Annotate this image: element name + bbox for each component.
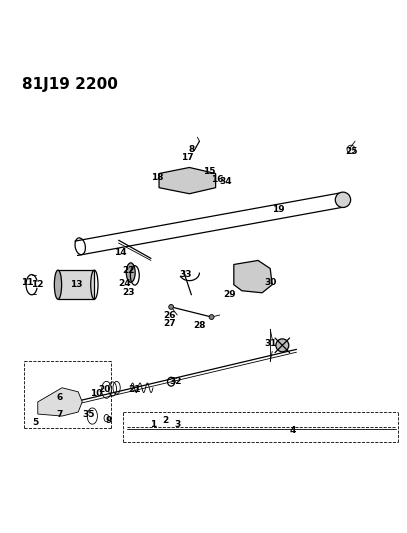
Text: 81J19 2200: 81J19 2200: [22, 77, 118, 92]
Polygon shape: [234, 261, 272, 293]
Text: 19: 19: [272, 205, 284, 214]
Text: 2: 2: [162, 416, 168, 425]
Text: 6: 6: [57, 393, 63, 402]
Text: 13: 13: [70, 280, 83, 289]
Text: 26: 26: [163, 311, 175, 319]
Text: 12: 12: [31, 280, 44, 289]
Text: 9: 9: [105, 416, 112, 425]
Text: 33: 33: [179, 270, 192, 279]
Text: 7: 7: [57, 409, 63, 418]
Polygon shape: [159, 167, 216, 193]
Text: 21: 21: [129, 385, 141, 394]
Text: 35: 35: [82, 409, 94, 418]
Text: 31: 31: [264, 339, 276, 348]
Text: 4: 4: [289, 426, 295, 435]
Text: 22: 22: [123, 266, 135, 275]
Ellipse shape: [276, 339, 289, 352]
Ellipse shape: [126, 263, 135, 282]
Text: 32: 32: [169, 377, 182, 386]
Text: 18: 18: [151, 173, 163, 182]
Text: 11: 11: [22, 278, 34, 287]
Text: 24: 24: [118, 279, 131, 288]
Ellipse shape: [169, 304, 174, 309]
Text: 34: 34: [219, 177, 232, 186]
Text: 8: 8: [188, 145, 195, 154]
Bar: [58, 270, 94, 299]
Polygon shape: [38, 388, 82, 416]
Text: 20: 20: [98, 385, 111, 394]
Ellipse shape: [55, 270, 61, 299]
Text: 29: 29: [223, 290, 236, 300]
Text: 28: 28: [193, 321, 206, 329]
Text: 27: 27: [163, 319, 175, 328]
Text: 14: 14: [114, 248, 127, 257]
Text: 17: 17: [181, 153, 194, 162]
Text: 5: 5: [33, 418, 39, 426]
Text: 10: 10: [90, 389, 103, 398]
Ellipse shape: [335, 192, 351, 207]
Text: 30: 30: [264, 278, 276, 287]
Text: 15: 15: [204, 167, 216, 176]
Text: 3: 3: [174, 421, 180, 430]
Text: 16: 16: [211, 175, 224, 184]
Text: 1: 1: [150, 421, 156, 430]
Text: 25: 25: [345, 147, 357, 156]
Ellipse shape: [209, 314, 214, 319]
Text: 23: 23: [123, 288, 135, 297]
